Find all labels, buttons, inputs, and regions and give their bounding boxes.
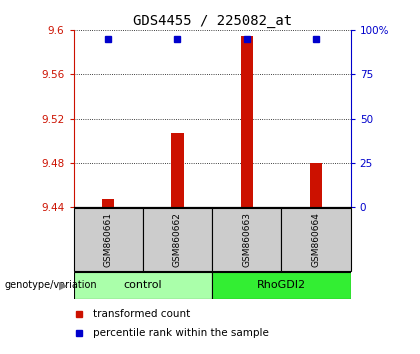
Bar [143,208,212,271]
Bar [241,36,253,207]
Text: GSM860662: GSM860662 [173,212,182,267]
Text: percentile rank within the sample: percentile rank within the sample [93,328,269,338]
Text: RhoGDI2: RhoGDI2 [257,280,306,290]
Title: GDS4455 / 225082_at: GDS4455 / 225082_at [133,14,291,28]
Text: ▶: ▶ [59,280,67,290]
Bar [310,163,322,207]
Bar [212,272,351,299]
Bar [212,208,281,271]
Bar [102,199,114,207]
Text: GSM860664: GSM860664 [312,212,320,267]
Text: GSM860661: GSM860661 [104,212,113,267]
Text: transformed count: transformed count [93,309,190,319]
Text: genotype/variation: genotype/variation [4,280,97,290]
Text: GSM860663: GSM860663 [242,212,251,267]
Bar [74,272,212,299]
Text: control: control [123,280,162,290]
Bar [281,208,351,271]
Bar [171,133,184,207]
Bar [74,208,143,271]
